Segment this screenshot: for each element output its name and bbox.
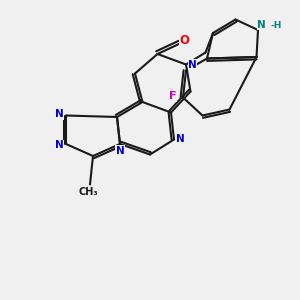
Text: N: N [116, 146, 124, 156]
Text: N: N [257, 20, 266, 30]
Text: O: O [179, 34, 190, 47]
Text: N: N [55, 140, 64, 151]
Text: N: N [55, 109, 64, 119]
Text: F: F [169, 91, 176, 101]
Text: -H: -H [271, 21, 282, 30]
Text: N: N [176, 134, 185, 145]
Text: N: N [188, 59, 197, 70]
Text: CH₃: CH₃ [79, 187, 98, 197]
